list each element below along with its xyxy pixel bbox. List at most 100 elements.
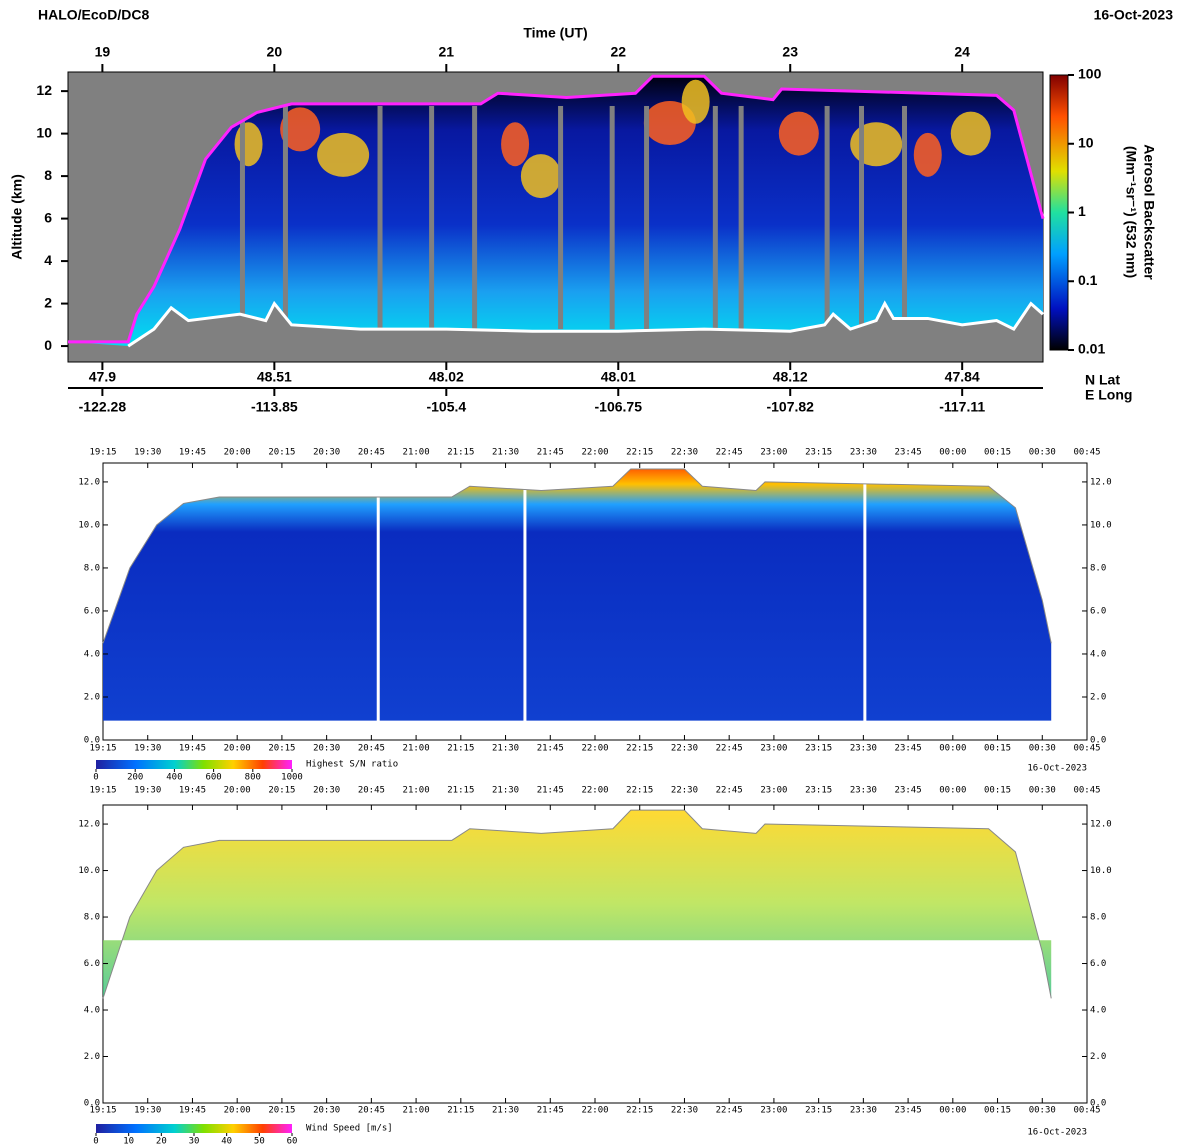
y-tick-label: 8.0	[1090, 563, 1106, 573]
x-tick-label: 22:15	[626, 786, 653, 796]
x-axis-title: Time (UT)	[523, 25, 587, 41]
y-tick-label: 8.0	[1090, 913, 1106, 923]
x-tick-label: 19:45	[179, 786, 206, 796]
colorbar-tick-label: 0.1	[1078, 272, 1098, 288]
lat-label: 47.9	[89, 369, 116, 385]
x-tick-label: 22	[610, 44, 626, 60]
x-tick-label: 19:15	[89, 744, 116, 754]
x-tick-label: 20:00	[224, 1106, 251, 1116]
x-tick-label: 23	[782, 44, 798, 60]
x-tick-label: 00:30	[1029, 744, 1056, 754]
data-gap	[239, 105, 245, 330]
x-tick-label: 00:00	[939, 744, 966, 754]
data-gap	[523, 481, 527, 723]
x-tick-label: 23:30	[850, 786, 877, 796]
x-tick-label: 00:15	[984, 786, 1011, 796]
date-label: 16-Oct-2023	[1094, 7, 1174, 23]
x-tick-label: 20:45	[358, 786, 385, 796]
x-tick-label: 21:15	[447, 744, 474, 754]
x-tick-label: 22:30	[671, 744, 698, 754]
colorbar-tick-label: 60	[287, 1137, 298, 1147]
data-gap	[472, 105, 478, 330]
long-label: -117.11	[939, 399, 985, 415]
x-tick-label: 23:15	[805, 786, 832, 796]
colorbar-tick-label: 0.01	[1078, 341, 1105, 357]
y-tick-label: 10.0	[78, 520, 100, 530]
y-tick-label: 0	[44, 337, 52, 353]
lat-label: 48.51	[257, 369, 292, 385]
curtain-fill	[103, 469, 1052, 721]
colorbar-tick-label: 50	[254, 1137, 265, 1147]
y-tick-label: 0.0	[1090, 1099, 1106, 1109]
colorbar-tick-label: 400	[166, 773, 182, 783]
colorbar-tick-label: 30	[189, 1137, 200, 1147]
x-tick-label: 23:15	[805, 1106, 832, 1116]
y-tick-label: 12	[36, 82, 52, 98]
x-tick-label: 22:15	[626, 744, 653, 754]
x-tick-label: 22:45	[716, 744, 743, 754]
x-tick-label: 20:15	[268, 744, 295, 754]
y-tick-label: 12.0	[1090, 820, 1112, 830]
y-tick-label: 10.0	[78, 866, 100, 876]
data-gap	[644, 105, 650, 330]
x-tick-label: 20:15	[268, 1106, 295, 1116]
x-tick-label: 22:00	[581, 786, 608, 796]
x-tick-label: 00:45	[1073, 1106, 1100, 1116]
x-tick-label: 19	[95, 44, 111, 60]
data-gap	[859, 105, 865, 330]
lat-label: 48.01	[601, 369, 636, 385]
x-tick-label: 21:45	[537, 744, 564, 754]
lat-label: 48.02	[429, 369, 464, 385]
altitude-outline	[102, 468, 1052, 644]
cloud-layer	[520, 154, 561, 199]
x-tick-label: 19:45	[179, 744, 206, 754]
cloud-layer	[681, 79, 710, 124]
cloud-layer	[778, 111, 819, 156]
x-tick-label: 19:30	[134, 744, 161, 754]
x-tick-label: 20:45	[358, 744, 385, 754]
altitude-line	[68, 74, 1045, 344]
colorbar-tick-label: 20	[156, 1137, 167, 1147]
long-label: -106.75	[595, 399, 643, 415]
x-tick-label: 23:15	[805, 448, 832, 458]
x-tick-label: 21:00	[403, 448, 430, 458]
curtain-fill	[103, 810, 1052, 999]
long-label: -113.85	[251, 399, 298, 415]
colorbar-tick-label: 800	[245, 773, 261, 783]
colorbar-tick-label: 600	[205, 773, 221, 783]
x-tick-label: 21:15	[447, 786, 474, 796]
colorbar-title: Aerosol Backscatter	[1141, 144, 1157, 280]
y-tick-label: 2	[44, 294, 52, 310]
cloud-layer	[501, 122, 530, 167]
x-tick-label: 21:30	[492, 448, 519, 458]
y-tick-label: 4.0	[1090, 1006, 1106, 1016]
x-tick-label: 19:15	[89, 1106, 116, 1116]
x-tick-label: 20:00	[224, 744, 251, 754]
colorbar-units: (Mm⁻¹sr⁻¹) (532 nm)	[1123, 146, 1139, 278]
x-tick-label: 19:15	[89, 786, 116, 796]
cloud-layer	[643, 100, 696, 145]
y-tick-label: 8.0	[84, 563, 100, 573]
x-tick-label: 21:00	[403, 786, 430, 796]
x-tick-label: 22:30	[671, 448, 698, 458]
long-label: -105.4	[426, 399, 466, 415]
x-tick-label: 19:45	[179, 448, 206, 458]
x-tick-label: 21:15	[447, 448, 474, 458]
y-tick-label: 0.0	[1090, 736, 1106, 746]
x-tick-label: 21	[439, 44, 455, 60]
colorbar-tick-label: 10	[123, 1137, 134, 1147]
colorbar-tick-label: 0	[93, 773, 98, 783]
y-tick-label: 8.0	[84, 913, 100, 923]
x-tick-label: 22:00	[581, 744, 608, 754]
x-tick-label: 19:30	[134, 448, 161, 458]
y-tick-label: 2.0	[1090, 1052, 1106, 1062]
x-tick-label: 22:45	[716, 448, 743, 458]
y-tick-label: 12.0	[78, 820, 100, 830]
x-tick-label: 23:45	[895, 1106, 922, 1116]
x-tick-label: 23:15	[805, 744, 832, 754]
colorbar-title: Wind Speed [m/s]	[306, 1124, 393, 1134]
long-axis-title: E Long	[1085, 387, 1132, 403]
x-tick-label: 22:30	[671, 1106, 698, 1116]
x-tick-label: 23:45	[895, 448, 922, 458]
data-gap	[282, 105, 288, 330]
